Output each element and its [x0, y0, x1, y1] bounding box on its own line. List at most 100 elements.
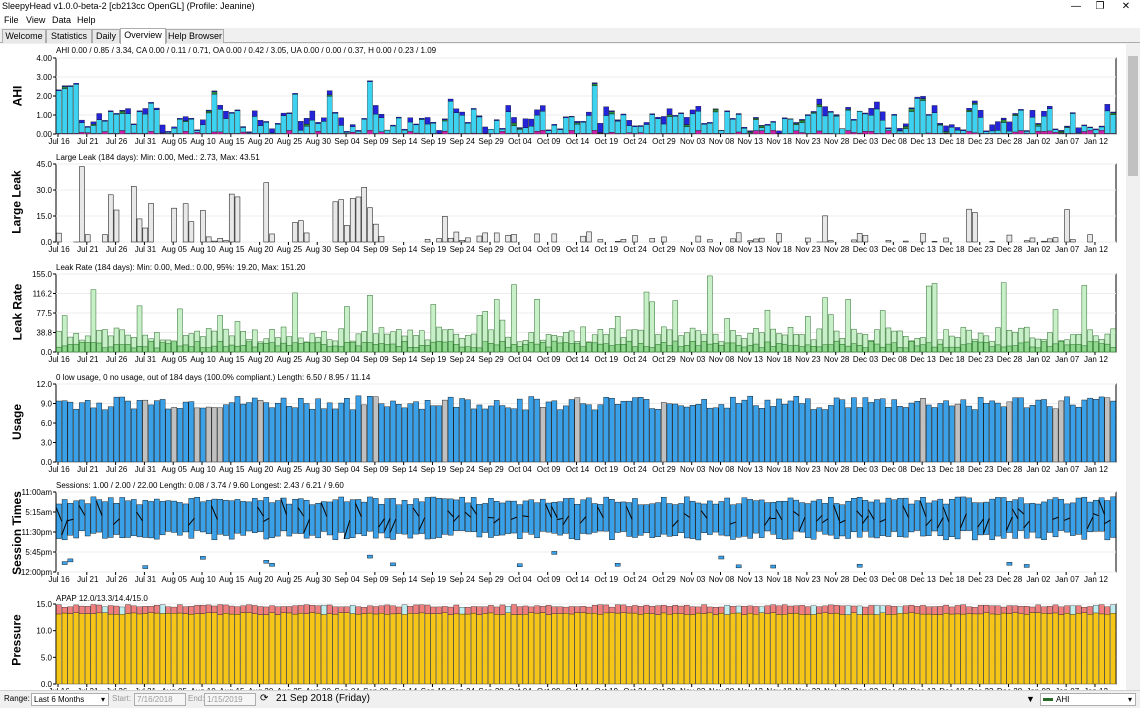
ahi-bar: [810, 113, 817, 134]
ahi-bar: [67, 85, 74, 87]
ahi-bar: [338, 125, 344, 134]
maximize-button[interactable]: ❐: [1095, 1, 1105, 12]
large-leak-bar: [931, 241, 938, 243]
pressure-max-bar: [770, 604, 776, 613]
ahi-bar: [649, 114, 655, 134]
x-tick-label: Oct 24: [623, 137, 647, 146]
menu-help[interactable]: Help: [77, 15, 96, 25]
x-tick-label: Aug 10: [190, 465, 216, 474]
menu-view[interactable]: View: [26, 15, 46, 25]
session-bar: [689, 500, 696, 539]
tab-help-browser[interactable]: Help Browser: [166, 29, 224, 43]
legend-select[interactable]: AHI ▾: [1040, 693, 1136, 706]
ahi-bar: [205, 109, 212, 112]
chevron-down-icon[interactable]: ▼: [1026, 694, 1035, 704]
pressure-max-bar: [269, 605, 275, 613]
x-tick-label: Jul 31: [135, 245, 157, 254]
tab-statistics[interactable]: Statistics: [46, 29, 92, 43]
scrollbar-thumb[interactable]: [1128, 56, 1138, 176]
graph-usage[interactable]: Usage 0 low usage, 0 no usage, out of 18…: [2, 370, 1126, 474]
pressure-max-bar: [603, 604, 609, 614]
start-date-field[interactable]: 7/16/2018: [134, 693, 186, 706]
minimize-button[interactable]: —: [1071, 1, 1081, 12]
session-split: [625, 506, 633, 520]
ahi-bar: [822, 106, 828, 117]
large-leak-bar: [1070, 239, 1076, 243]
vertical-scrollbar[interactable]: [1126, 44, 1140, 690]
session-bar: [954, 496, 961, 540]
ahi-bar: [995, 130, 1001, 134]
session-split: [545, 504, 552, 518]
pressure-bar: [1104, 614, 1111, 685]
ahi-bar: [430, 121, 437, 124]
x-tick-label: Nov 23: [795, 137, 821, 146]
refresh-icon[interactable]: ⟳: [260, 693, 269, 704]
leak-median-bar: [845, 345, 851, 353]
pressure-max-bar: [119, 606, 125, 615]
pressure-max-bar: [367, 605, 373, 614]
leak-median-bar: [856, 344, 863, 353]
large-leak-bar: [459, 240, 465, 243]
overview-panel: AHI AHI 0.00 / 0.85 / 3.34, CA 0.00 / 0.…: [0, 44, 1140, 696]
pressure-bar: [298, 613, 304, 685]
ahi-bar: [661, 123, 667, 134]
x-tick-label: Jul 31: [135, 355, 157, 364]
range-select[interactable]: Last 6 Months ▾: [31, 693, 109, 706]
leak-median-bar: [159, 342, 166, 353]
tab-overview[interactable]: Overview: [120, 28, 166, 44]
ahi-bar: [194, 130, 200, 133]
graph-large-leak[interactable]: Large Leak Large Leak (184 days): Min: 0…: [2, 150, 1126, 254]
pressure-bar: [833, 612, 840, 685]
graph-pressure[interactable]: Pressure APAP 12.0/13.3/14.4/15.0 15.0 10…: [2, 590, 1126, 696]
ahi-bar: [188, 118, 195, 134]
ahi-bar: [292, 94, 298, 134]
ahi-bar: [580, 122, 586, 134]
pressure-bar: [372, 613, 379, 685]
leak-median-bar: [735, 344, 742, 353]
large-leak-bar: [171, 207, 177, 243]
session-split: [303, 519, 310, 534]
session-bar: [925, 502, 932, 536]
pressure-bar: [724, 614, 730, 685]
ahi-bar: [234, 109, 241, 111]
menu-data[interactable]: Data: [52, 15, 72, 25]
session-split: [188, 517, 195, 526]
end-date-field[interactable]: 1/15/2019: [204, 693, 256, 706]
leak-median-bar: [1081, 345, 1088, 353]
ahi-bar: [102, 121, 108, 132]
session-bar: [315, 503, 321, 539]
ahi-bar: [1110, 114, 1116, 134]
x-tick-label: Nov 03: [680, 465, 706, 474]
ahi-bar: [442, 120, 448, 132]
x-tick-label: Oct 19: [594, 575, 618, 584]
leak-median-bar: [983, 342, 990, 353]
graph-session-times[interactable]: Session Times Sessions: 1.00 / 2.00 / 22…: [2, 480, 1126, 586]
graph-leak-rate[interactable]: Leak Rate Leak Rate (184 days): Min: 0.0…: [2, 260, 1126, 364]
session-bar: [465, 502, 471, 532]
pressure-bar: [257, 614, 264, 685]
close-button[interactable]: ✕: [1121, 1, 1131, 12]
pressure-bar: [712, 614, 719, 685]
large-leak-bar: [476, 235, 483, 243]
pressure-max-bar: [1018, 606, 1024, 615]
ahi-bar: [799, 120, 805, 123]
ahi-bar: [315, 122, 321, 124]
tab-welcome[interactable]: Welcome: [2, 29, 46, 43]
usage-bar: [349, 409, 356, 463]
usage-bar: [447, 396, 454, 463]
session-split: [493, 518, 500, 524]
usage-bar: [972, 409, 978, 463]
menu-file[interactable]: File: [4, 15, 19, 25]
session-bar: [753, 500, 759, 534]
graph-ahi[interactable]: AHI AHI 0.00 / 0.85 / 3.34, CA 0.00 / 0.…: [2, 46, 1126, 146]
leak-median-bar: [540, 342, 546, 353]
ahi-bar: [205, 110, 212, 114]
session-nap: [67, 558, 74, 563]
pressure-bar: [384, 614, 390, 685]
leak-median-bar: [1093, 341, 1099, 353]
leak-median-bar: [177, 345, 183, 353]
tab-daily[interactable]: Daily: [92, 29, 120, 43]
leak-median-bar: [943, 347, 949, 353]
pressure-bar: [102, 612, 108, 685]
usage-bar: [874, 399, 880, 463]
